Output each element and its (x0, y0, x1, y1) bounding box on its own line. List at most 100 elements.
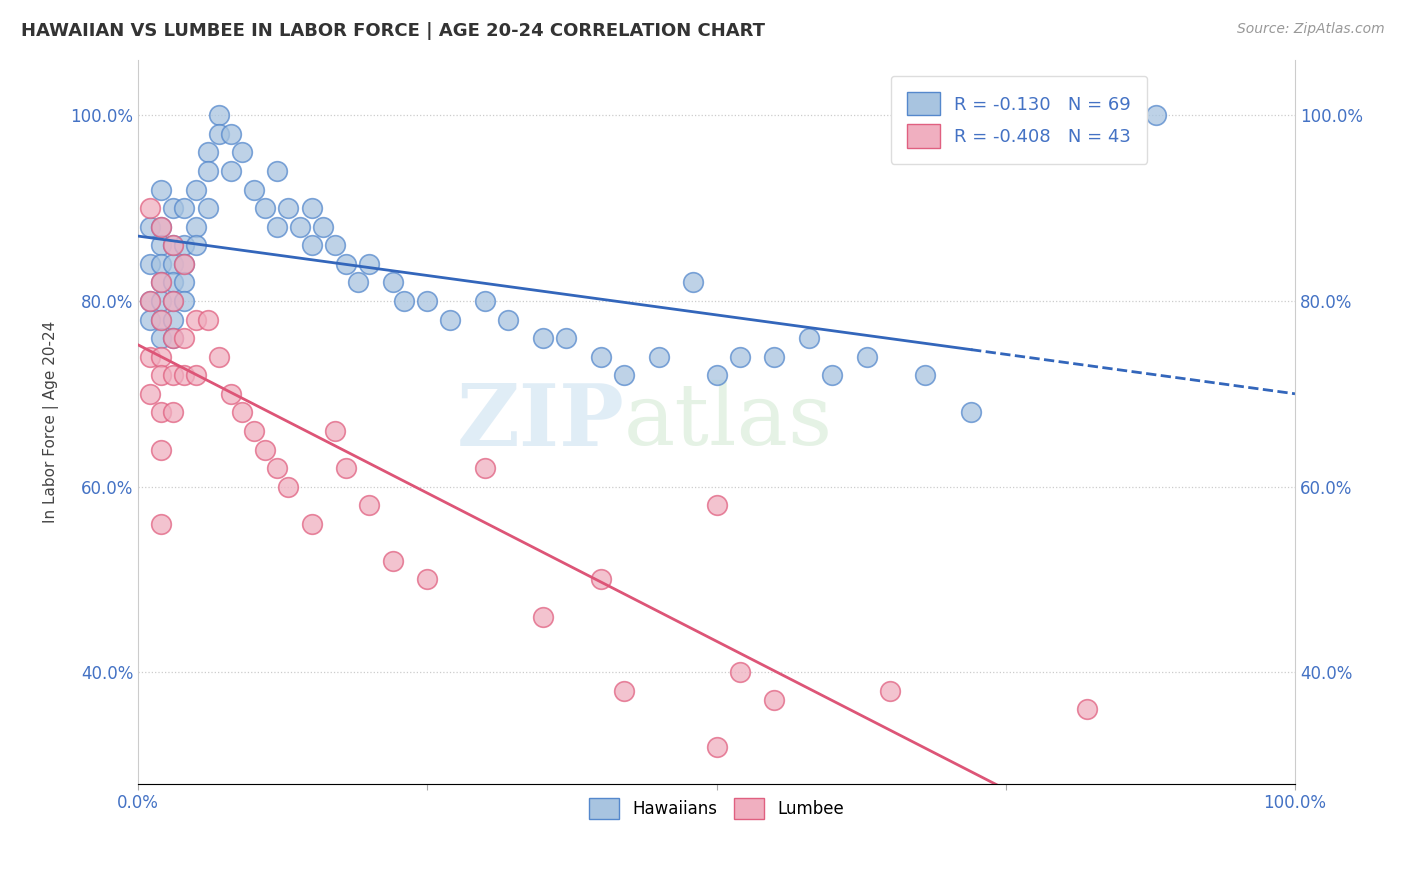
Point (150, 276, 173, 290)
Point (254, 442, 277, 457)
Point (231, 145, 253, 160)
Point (682, 276, 704, 290)
Y-axis label: In Labor Force | Age 20-24: In Labor Force | Age 20-24 (44, 320, 59, 523)
Point (301, 201, 323, 215)
Point (243, 183, 266, 197)
Point (613, 684, 636, 698)
Point (474, 461, 496, 475)
Point (162, 238, 184, 252)
Point (150, 219, 173, 234)
Point (763, 693, 786, 707)
Point (138, 386, 160, 401)
Point (197, 145, 219, 160)
Point (150, 331, 173, 345)
Point (856, 350, 879, 364)
Point (392, 293, 415, 308)
Point (162, 238, 184, 252)
Point (138, 201, 160, 215)
Point (821, 368, 844, 383)
Point (301, 238, 323, 252)
Point (498, 312, 520, 326)
Point (335, 461, 357, 475)
Point (173, 201, 195, 215)
Point (162, 293, 184, 308)
Point (323, 238, 346, 252)
Point (728, 665, 751, 680)
Point (184, 183, 207, 197)
Point (208, 127, 231, 141)
Point (150, 350, 173, 364)
Point (589, 573, 612, 587)
Point (381, 554, 404, 568)
Point (555, 331, 578, 345)
Point (301, 516, 323, 531)
Point (219, 386, 242, 401)
Point (589, 350, 612, 364)
Point (150, 516, 173, 531)
Point (335, 257, 357, 271)
Point (162, 331, 184, 345)
Point (266, 164, 288, 178)
Point (138, 219, 160, 234)
Point (173, 368, 195, 383)
Point (173, 257, 195, 271)
Point (266, 461, 288, 475)
Point (706, 739, 728, 754)
Point (416, 293, 439, 308)
Point (1144, 108, 1167, 122)
Point (728, 350, 751, 364)
Point (531, 331, 554, 345)
Point (150, 293, 173, 308)
Point (474, 293, 496, 308)
Point (150, 405, 173, 419)
Point (150, 368, 173, 383)
Point (381, 276, 404, 290)
Point (138, 257, 160, 271)
Point (613, 368, 636, 383)
Point (162, 331, 184, 345)
Point (197, 201, 219, 215)
Point (173, 257, 195, 271)
Point (706, 368, 728, 383)
Point (243, 424, 266, 438)
Point (797, 331, 820, 345)
Point (150, 219, 173, 234)
Point (184, 312, 207, 326)
Point (173, 238, 195, 252)
Point (138, 350, 160, 364)
Point (162, 276, 184, 290)
Text: atlas: atlas (624, 380, 834, 463)
Point (173, 276, 195, 290)
Point (312, 219, 335, 234)
Point (150, 257, 173, 271)
Point (162, 405, 184, 419)
Point (162, 257, 184, 271)
Point (162, 201, 184, 215)
Point (162, 312, 184, 326)
Point (150, 183, 173, 197)
Point (184, 219, 207, 234)
Point (162, 368, 184, 383)
Point (219, 164, 242, 178)
Text: ZIP: ZIP (457, 380, 624, 464)
Point (231, 405, 253, 419)
Point (150, 442, 173, 457)
Point (138, 293, 160, 308)
Point (173, 331, 195, 345)
Point (647, 350, 669, 364)
Text: Source: ZipAtlas.com: Source: ZipAtlas.com (1237, 22, 1385, 37)
Point (208, 350, 231, 364)
Legend: Hawaiians, Lumbee: Hawaiians, Lumbee (582, 791, 851, 826)
Point (1076, 702, 1098, 716)
Point (879, 684, 901, 698)
Point (138, 312, 160, 326)
Point (150, 312, 173, 326)
Point (359, 498, 381, 512)
Point (197, 164, 219, 178)
Point (439, 312, 461, 326)
Point (288, 219, 311, 234)
Point (162, 293, 184, 308)
Point (914, 368, 936, 383)
Point (150, 312, 173, 326)
Point (184, 238, 207, 252)
